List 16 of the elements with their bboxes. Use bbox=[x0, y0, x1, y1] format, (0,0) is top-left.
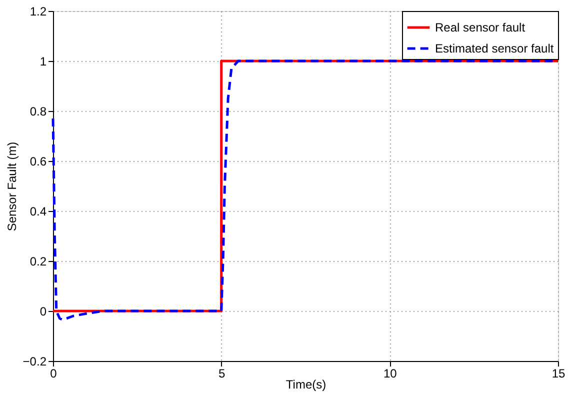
x-tick-label: 15 bbox=[552, 366, 566, 380]
x-tick-label: 5 bbox=[218, 366, 226, 380]
y-axis-title: Sensor Fault (m) bbox=[4, 142, 19, 232]
y-tick-label: 0 bbox=[40, 304, 47, 318]
legend-label: Estimated sensor fault bbox=[435, 42, 554, 56]
x-tick-label: 0 bbox=[50, 366, 58, 380]
y-tick-label: 1.2 bbox=[30, 4, 47, 18]
y-tick-label: 0.4 bbox=[30, 204, 47, 218]
x-axis-title: Time(s) bbox=[286, 378, 326, 392]
y-tick-label: 0.6 bbox=[30, 154, 47, 168]
y-tick-label: 0.8 bbox=[30, 104, 47, 118]
y-tick-label: −0.2 bbox=[22, 354, 47, 368]
y-tick-label: 1 bbox=[40, 54, 47, 68]
legend-label: Real sensor fault bbox=[435, 20, 526, 34]
y-tick-label: 0.2 bbox=[30, 254, 47, 268]
x-tick-label: 10 bbox=[383, 366, 398, 380]
